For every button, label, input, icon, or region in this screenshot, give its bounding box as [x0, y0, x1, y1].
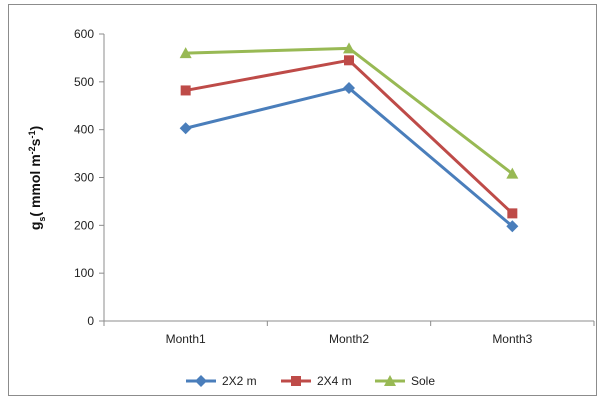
series-2x2-m: [179, 82, 519, 233]
data-point: [343, 82, 355, 95]
x-tick-label: Month2: [329, 332, 369, 346]
y-axis-label: gs( mmol m-2s-1): [27, 126, 47, 230]
y-tick-label: 100: [74, 266, 94, 280]
ylabel-sub: s: [37, 217, 47, 222]
ylabel-mid: s: [27, 138, 43, 146]
legend-marker: [384, 375, 396, 386]
data-point: [506, 167, 519, 179]
data-point: [506, 220, 519, 233]
y-tick-label: 400: [74, 123, 94, 137]
data-point: [343, 42, 355, 54]
series-line: [185, 46, 514, 175]
data-point: [180, 85, 191, 96]
y-tick-label: 0: [87, 314, 94, 328]
y-tick-label: 500: [74, 75, 94, 89]
legend-item: 2X2 m: [186, 374, 257, 388]
x-tick-label: Month3: [492, 332, 532, 346]
y-tick-label: 300: [74, 171, 94, 185]
legend-marker: [195, 375, 207, 387]
ylabel-sup1: -2: [27, 146, 37, 154]
series-2x4-m: [180, 55, 518, 219]
y-axis-ticks: 0 100 200 300 400 500 600: [74, 27, 104, 328]
data-point: [507, 208, 518, 219]
data-point: [344, 55, 354, 66]
ylabel-sup2: -1: [27, 131, 37, 139]
legend-label: 2X2 m: [222, 374, 257, 388]
data-point: [179, 122, 192, 135]
ylabel-main: ( mmol m: [27, 154, 43, 216]
legend-item: Sole: [375, 374, 435, 388]
ylabel-end: ): [27, 126, 43, 131]
series-sole: [179, 42, 519, 179]
legend-label: Sole: [411, 374, 435, 388]
y-tick-label: 200: [74, 218, 94, 232]
series-group: [179, 42, 519, 233]
legend-label: 2X4 m: [317, 374, 352, 388]
data-point: [179, 47, 192, 59]
y-tick-label: 600: [74, 27, 94, 41]
legend: 2X2 m 2X4 m Sole: [186, 374, 435, 388]
x-tick-label: Month1: [166, 332, 206, 346]
ylabel-prefix: g: [27, 222, 43, 231]
series-line: [185, 86, 514, 228]
legend-item: 2X4 m: [281, 374, 352, 388]
x-axis-ticks: Month1 Month2 Month3: [103, 321, 595, 346]
legend-marker: [291, 376, 301, 386]
